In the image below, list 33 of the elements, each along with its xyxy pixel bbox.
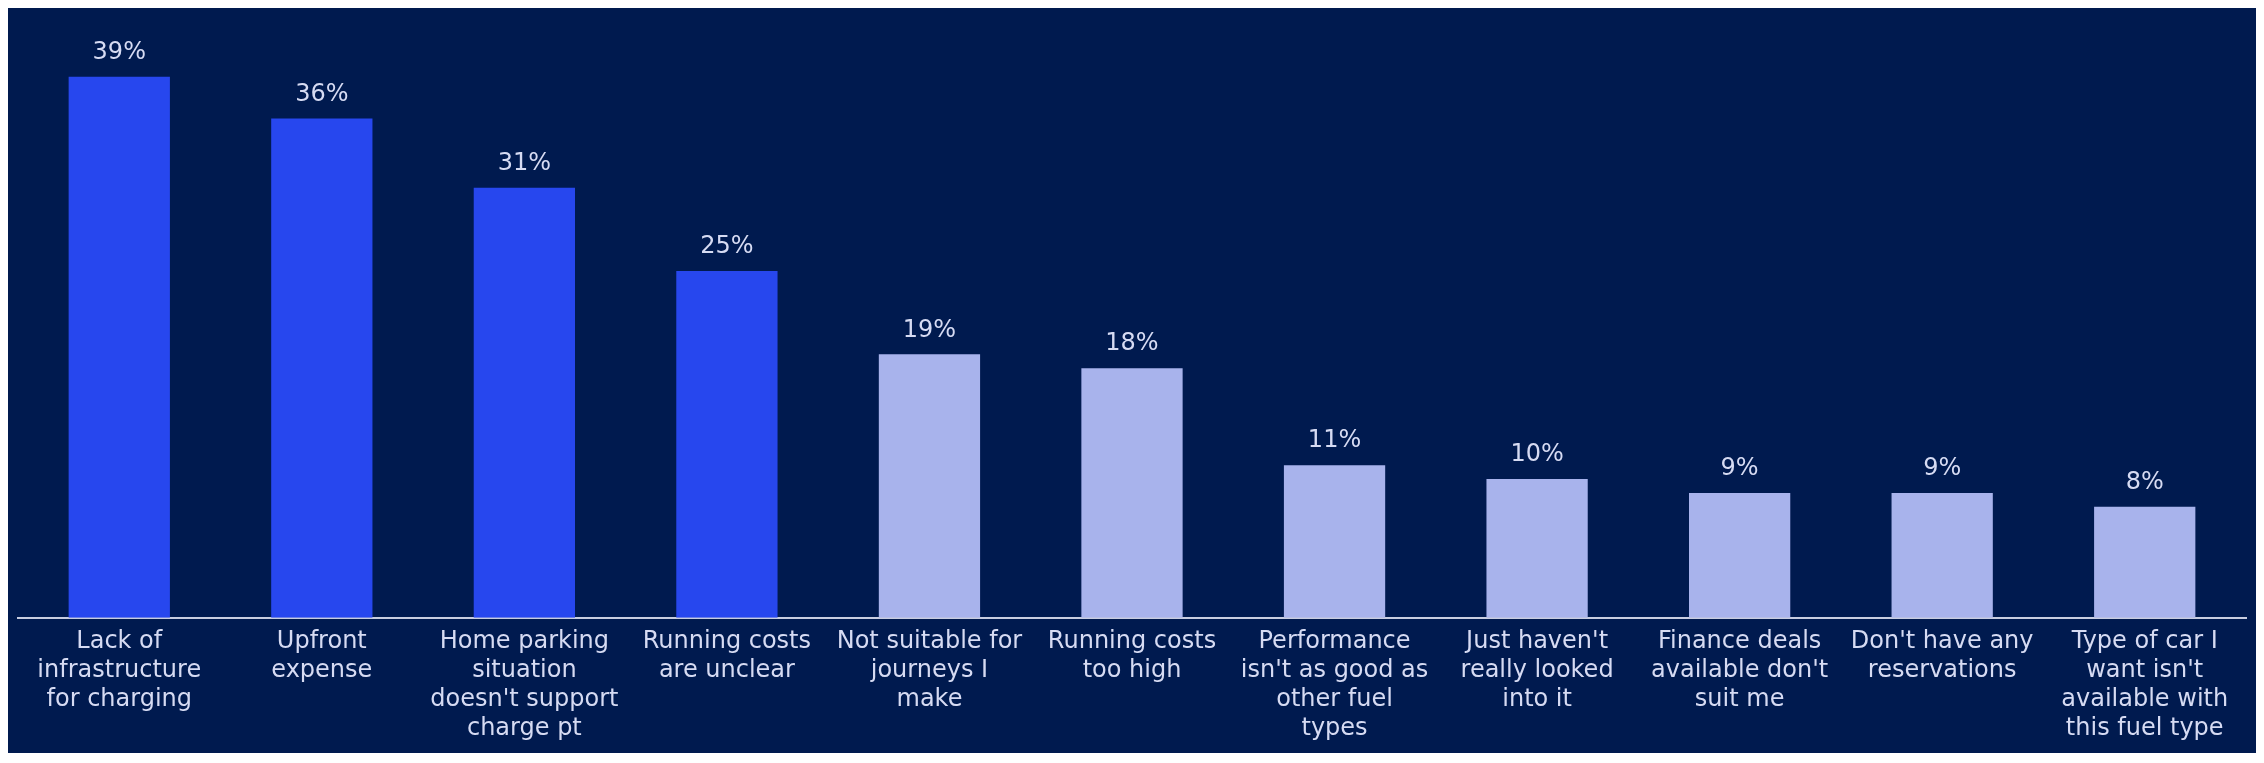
- data-label: 9%: [1720, 453, 1759, 482]
- x-tick-label: Upfront expense: [271, 626, 373, 684]
- bar: [1486, 479, 1588, 618]
- data-label: 19%: [902, 314, 957, 343]
- x-tick-label: Performance isn't as good as other fuel types: [1240, 626, 1429, 741]
- data-label: 25%: [700, 231, 754, 260]
- bar: [473, 187, 575, 618]
- bar: [1081, 368, 1183, 618]
- bar: [878, 354, 981, 618]
- x-tick-label: Not suitable for journeys I make: [836, 626, 1023, 713]
- x-tick-label: Type of car I want isn't available with this fuel type: [2061, 626, 2229, 741]
- x-tick-label: Home parking situation doesn't support charge pt: [430, 626, 619, 741]
- data-label: 11%: [1307, 425, 1362, 454]
- bar: [271, 118, 373, 618]
- data-label: 18%: [1105, 328, 1159, 357]
- x-tick-label: Don't have any reservations: [1850, 626, 2034, 684]
- x-tick-label: Finance deals available don't suit me: [1651, 626, 1829, 713]
- data-label: 36%: [295, 78, 349, 107]
- x-tick-label: Running costs are unclear: [642, 626, 812, 684]
- bar: [676, 271, 778, 618]
- bar: [1689, 492, 1791, 618]
- data-label: 31%: [497, 148, 552, 177]
- data-label: 39%: [92, 37, 146, 66]
- x-tick-label: Lack of infrastructure for charging: [37, 626, 202, 713]
- data-label: 8%: [2125, 467, 2164, 496]
- bar: [1283, 465, 1386, 618]
- data-label: 9%: [1923, 453, 1962, 482]
- x-tick-label: Running costs too high: [1047, 626, 1217, 684]
- data-label: 10%: [1510, 439, 1564, 468]
- bar: [2094, 506, 2196, 618]
- bar: [1891, 492, 1993, 618]
- x-tick-label: Just haven't really looked into it: [1460, 626, 1614, 713]
- bar: [68, 76, 170, 618]
